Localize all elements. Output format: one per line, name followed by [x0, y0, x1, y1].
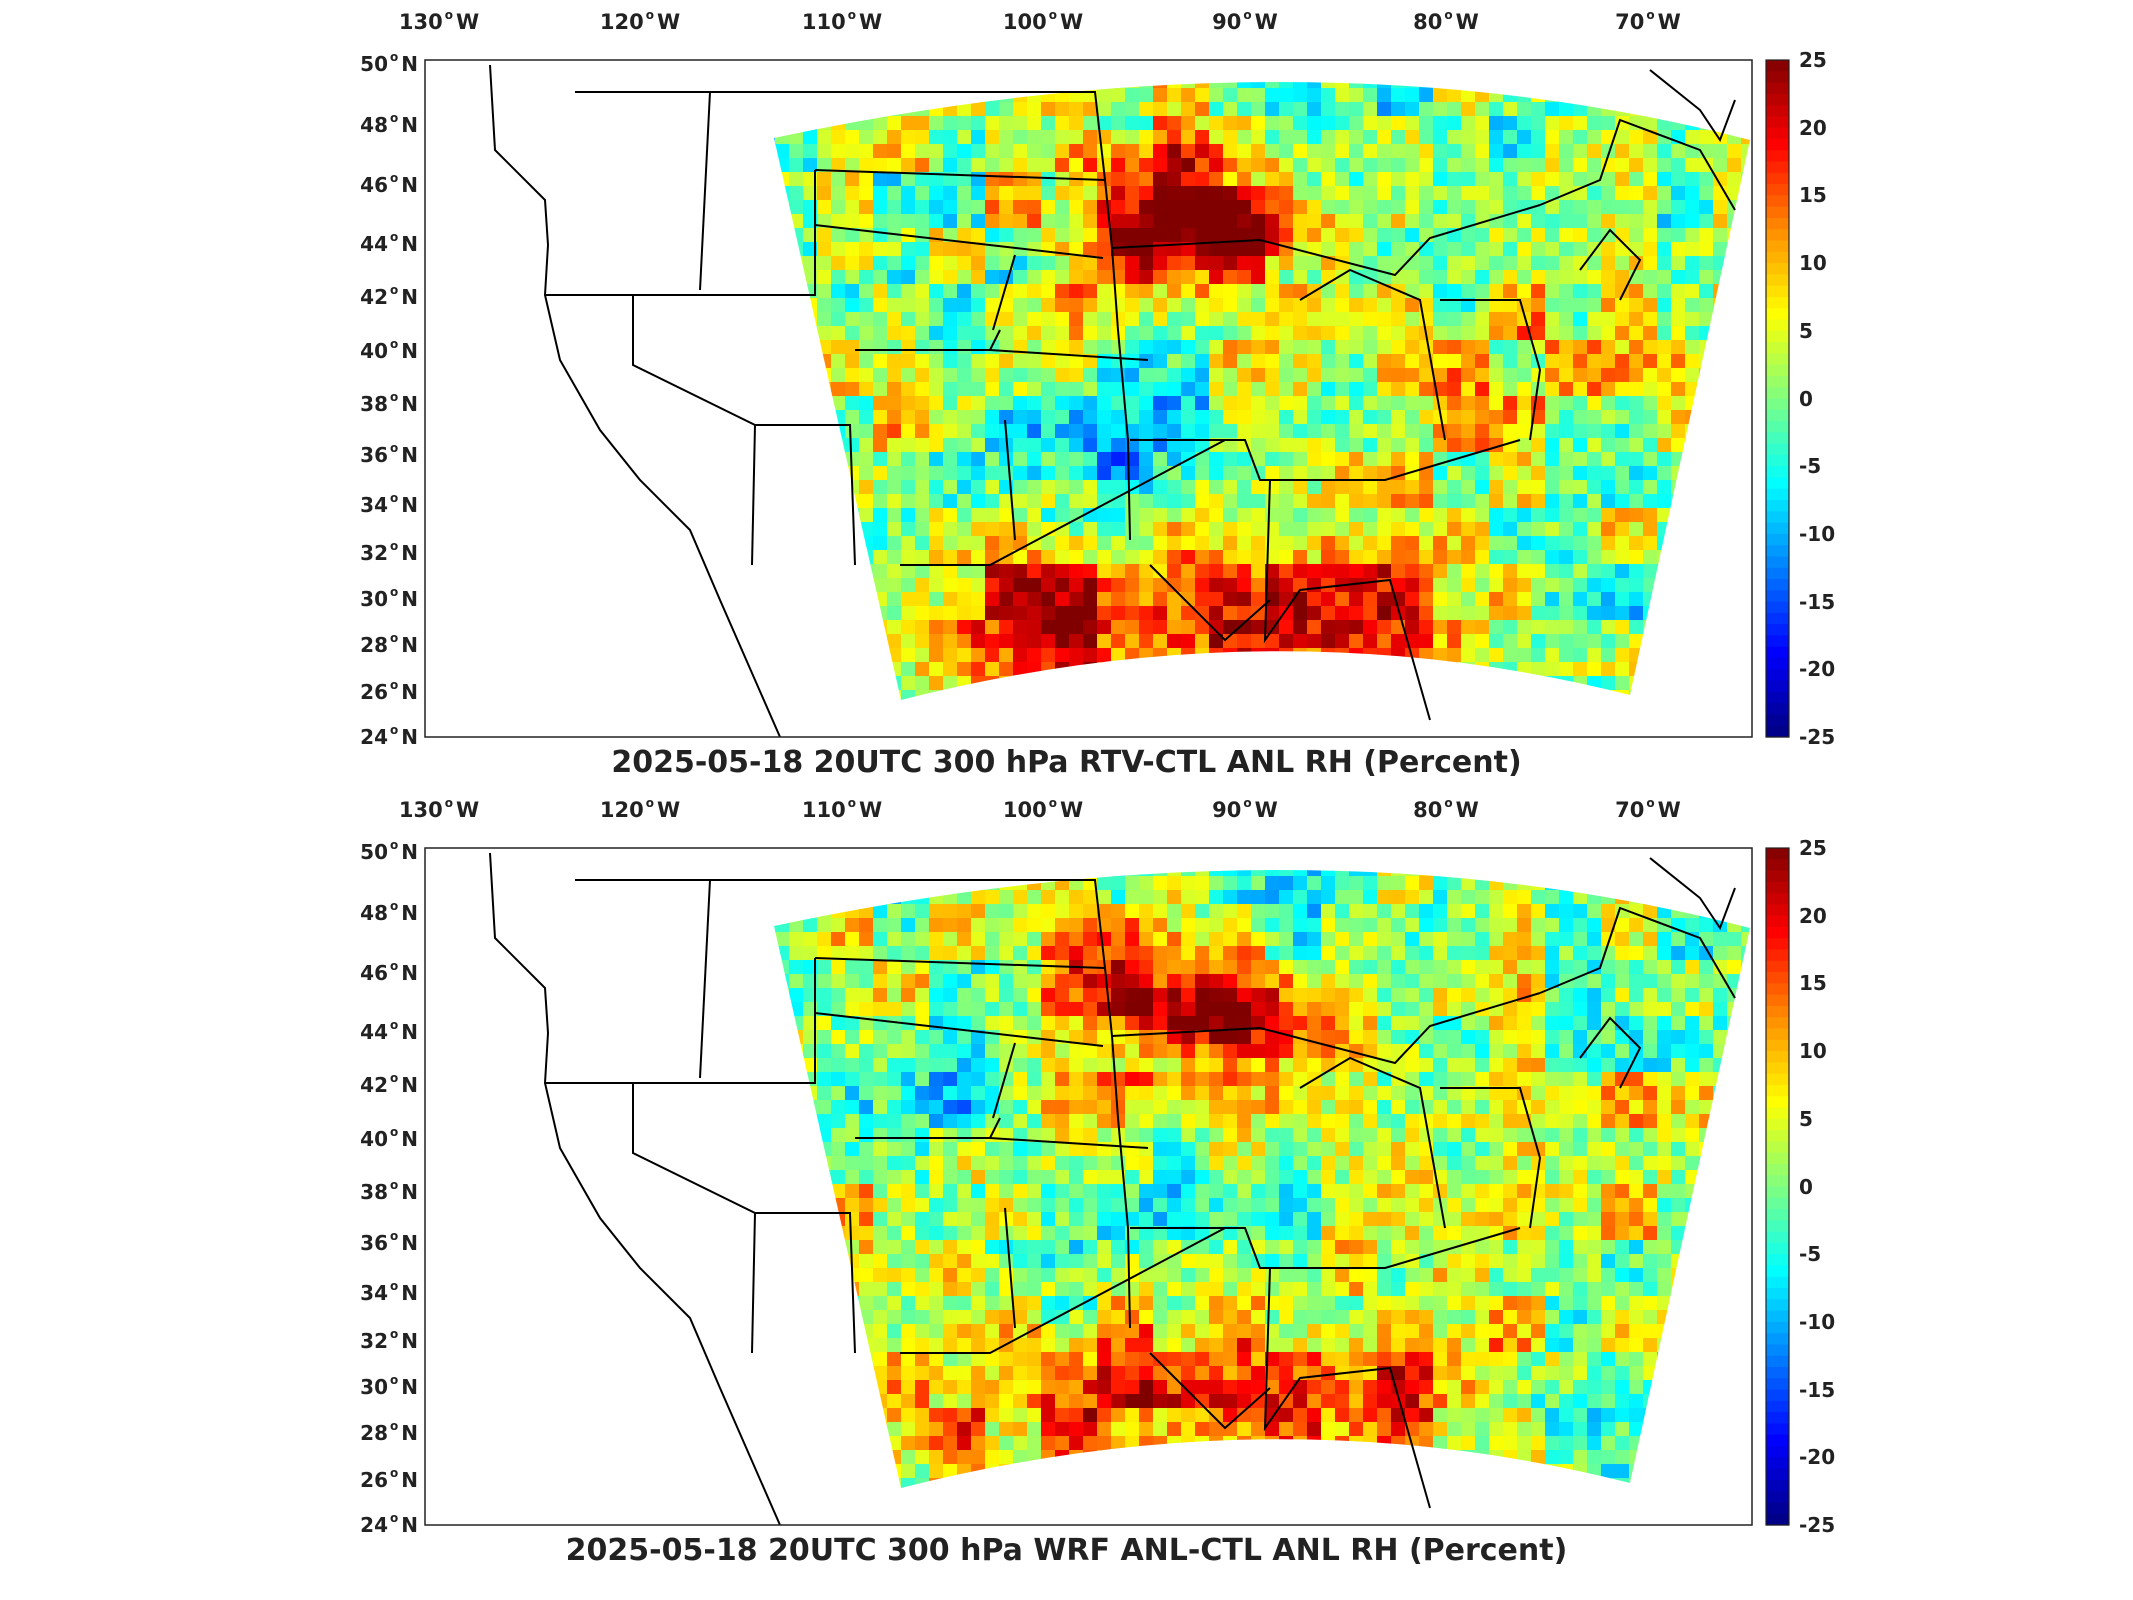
lon-label: 130 o W: [398, 8, 480, 34]
colorbar-tick: -20: [1799, 1445, 1836, 1470]
lat-label: 24 o N: [360, 723, 418, 749]
lat-label: 30 o N: [360, 1373, 418, 1399]
lon-label: 100 o W: [1002, 8, 1084, 34]
lon-label: 120 o W: [599, 8, 681, 34]
lat-label: 38 o N: [360, 1178, 418, 1204]
colorbar-tick: 15: [1799, 183, 1827, 208]
lat-label: 50 o N: [360, 50, 418, 76]
lat-label: 40 o N: [360, 1125, 418, 1151]
lat-label: 26 o N: [360, 678, 418, 704]
lon-label: 80 o W: [1413, 8, 1479, 34]
colorbar: [1765, 847, 1790, 1526]
colorbar-tick: -25: [1799, 1513, 1836, 1537]
lat-label: 36 o N: [360, 1229, 418, 1255]
lon-label: 110 o W: [801, 8, 883, 34]
colorbar-tick: -15: [1799, 1377, 1836, 1402]
lat-label: 28 o N: [360, 631, 418, 657]
colorbar-tick: 20: [1799, 903, 1827, 928]
panel-title: 2025-05-18 20UTC 300 hPa RTV-CTL ANL RH …: [611, 745, 1522, 780]
colorbar-tick: -5: [1799, 1242, 1822, 1267]
colorbar-tick: 0: [1799, 1174, 1813, 1199]
colorbar-tick: -25: [1799, 725, 1836, 749]
lon-label: 130 o W: [398, 796, 480, 822]
state-boundaries: [489, 64, 1736, 738]
lat-label: 28 o N: [360, 1419, 418, 1445]
lat-label: 40 o N: [360, 337, 418, 363]
lat-label: 32 o N: [360, 539, 418, 565]
panel-title: 2025-05-18 20UTC 300 hPa WRF ANL-CTL ANL…: [565, 1533, 1568, 1568]
rh-difference-field: [774, 81, 1750, 701]
lat-label: 48 o N: [360, 899, 418, 925]
lon-label: 80 o W: [1413, 796, 1479, 822]
lon-label: 90 o W: [1212, 8, 1278, 34]
colorbar-tick: -5: [1799, 454, 1822, 479]
colorbar-tick: 10: [1799, 251, 1827, 276]
colorbar-tick: -10: [1799, 1309, 1836, 1334]
lat-label: 42 o N: [360, 283, 418, 309]
colorbar-tick: -10: [1799, 521, 1836, 546]
lon-label: 90 o W: [1212, 796, 1278, 822]
lon-label: 120 o W: [599, 796, 681, 822]
lat-label: 34 o N: [360, 491, 418, 517]
map-panel-wrf: 130 o W 120 o W 110 o W 100 o W 90 o W 80 o W 70 o W 50 o N 48 o N…: [0, 788, 2133, 1578]
lat-label: 48 o N: [360, 111, 418, 137]
colorbar-tick: 20: [1799, 115, 1827, 140]
lon-label: 100 o W: [1002, 796, 1084, 822]
map-canvas: [424, 847, 1790, 1526]
map-frame: [424, 847, 1753, 1526]
lat-label: 36 o N: [360, 441, 418, 467]
lat-label: 44 o N: [360, 230, 418, 256]
colorbar-tick: 5: [1799, 1106, 1813, 1131]
colorbar-tick: 10: [1799, 1039, 1827, 1064]
colorbar-tick: 5: [1799, 318, 1813, 343]
lat-label: 44 o N: [360, 1018, 418, 1044]
map-canvas: [424, 59, 1790, 738]
lat-label: 24 o N: [360, 1511, 418, 1537]
state-boundaries: [489, 852, 1736, 1526]
lat-label: 30 o N: [360, 585, 418, 611]
lat-label: 26 o N: [360, 1466, 418, 1492]
map-panel-rtv: 130 o W 120 o W 110 o W 100 o W 90 o W 80 o W 70 o W 50 o N 48 o N…: [0, 0, 2133, 790]
colorbar-tick: 25: [1799, 48, 1827, 72]
colorbar-tick: 0: [1799, 386, 1813, 411]
lat-label: 50 o N: [360, 838, 418, 864]
colorbar-tick: 25: [1799, 836, 1827, 860]
rh-difference-field: [774, 869, 1750, 1489]
lat-label: 34 o N: [360, 1279, 418, 1305]
lon-label: 110 o W: [801, 796, 883, 822]
map-frame: [424, 59, 1753, 738]
colorbar: [1765, 59, 1790, 738]
lon-label: 70 o W: [1615, 796, 1681, 822]
lat-label: 42 o N: [360, 1071, 418, 1097]
lat-label: 46 o N: [360, 171, 418, 197]
lat-label: 38 o N: [360, 390, 418, 416]
lon-label: 70 o W: [1615, 8, 1681, 34]
colorbar-tick: -15: [1799, 589, 1836, 614]
colorbar-tick: 15: [1799, 971, 1827, 996]
colorbar-tick: -20: [1799, 657, 1836, 682]
lat-label: 46 o N: [360, 959, 418, 985]
lat-label: 32 o N: [360, 1327, 418, 1353]
